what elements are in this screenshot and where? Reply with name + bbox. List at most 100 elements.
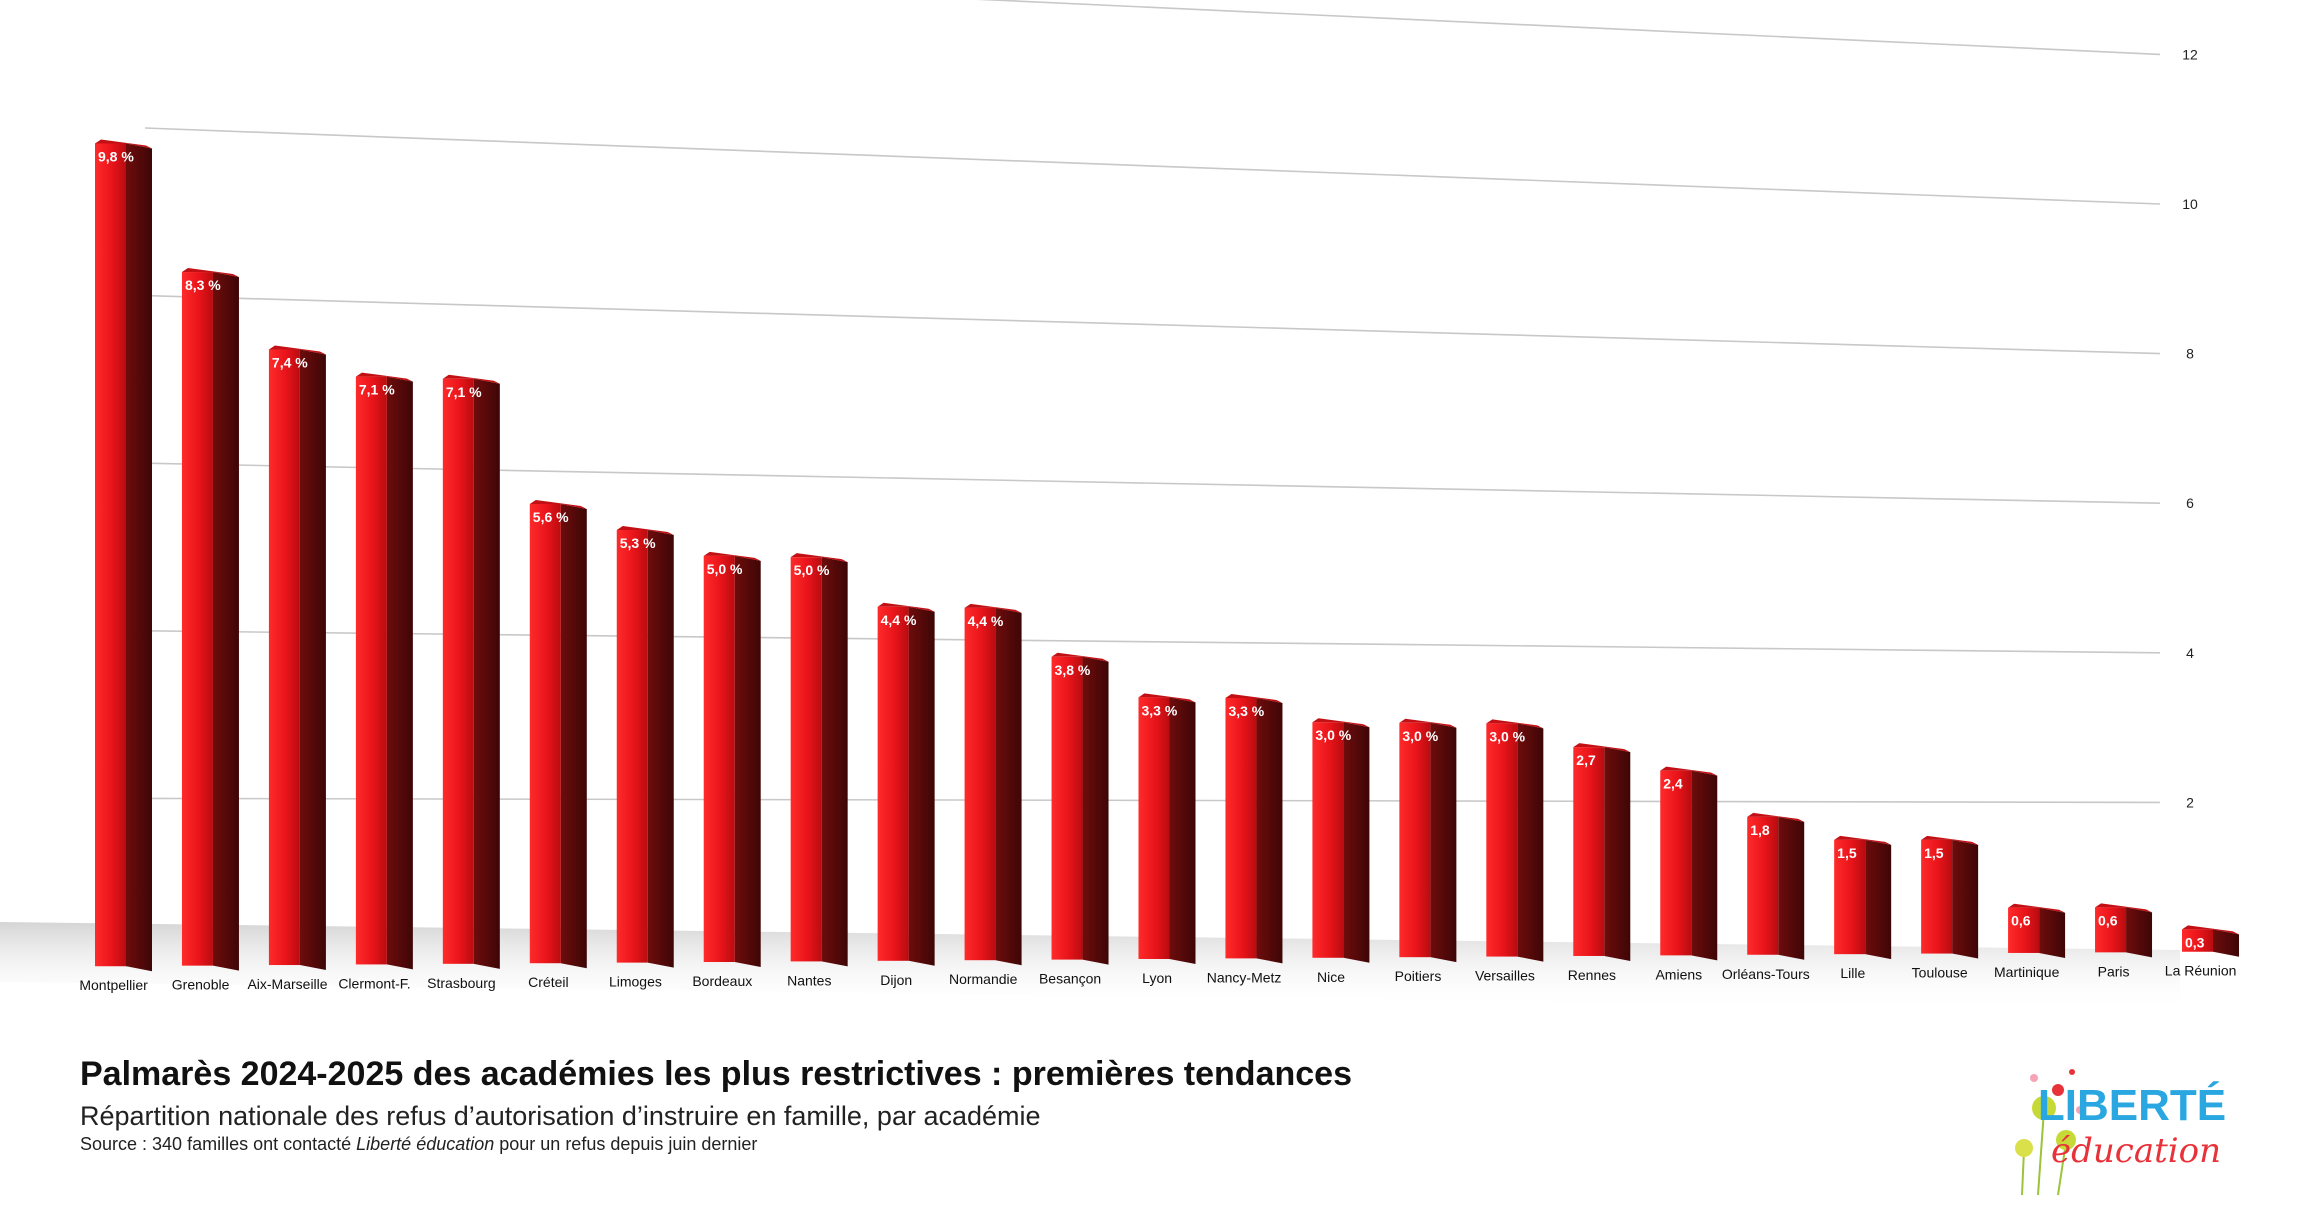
bar: 1,5 — [1834, 835, 1892, 960]
bar-front — [1138, 697, 1170, 959]
bar-side — [212, 272, 239, 971]
bar-side — [1691, 770, 1718, 961]
bar-side — [1169, 697, 1196, 964]
x-tick-label: Paris — [2098, 963, 2130, 979]
bar-side — [995, 607, 1022, 966]
bar: 4,4 % — [877, 602, 935, 966]
bar-top — [355, 372, 413, 382]
bar-top — [1921, 835, 1979, 845]
x-tick-label: Rennes — [1568, 967, 1616, 983]
chart-title: Palmarès 2024-2025 des académies les plu… — [80, 1055, 1352, 1093]
logo-text-liberte: LIBERTÉ — [2038, 1080, 2226, 1130]
liberte-education-logo: LIBERTÉ éducation — [2015, 1069, 2226, 1196]
bar-front — [1834, 839, 1866, 955]
bar: 3,8 % — [1051, 652, 1109, 965]
bar-side — [560, 503, 587, 969]
x-tick-label: Limoges — [609, 974, 662, 990]
data-label: 3,3 % — [1142, 702, 1178, 718]
source-suffix: pour un refus depuis juin dernier — [494, 1134, 758, 1154]
data-label: 2,4 — [1663, 776, 1683, 792]
x-tick-label: La Réunion — [2165, 963, 2237, 979]
bar: 3,0 % — [1312, 718, 1370, 963]
bar-top — [181, 268, 239, 278]
bar-side — [734, 555, 761, 968]
x-tick-label: Orléans-Tours — [1722, 966, 1810, 982]
bar-top — [1225, 693, 1283, 703]
bar-top — [1138, 693, 1196, 703]
bar-front — [2095, 907, 2127, 953]
bar-side — [1430, 722, 1457, 963]
bar-top — [1051, 652, 1109, 662]
data-label: 7,1 % — [359, 382, 395, 398]
gridline — [144, 294, 2161, 355]
y-tick-label: 4 — [2186, 645, 2194, 661]
bar-front — [95, 143, 126, 967]
x-tick-label: Clermont-F. — [338, 975, 410, 991]
bar-top — [1399, 718, 1457, 728]
bar: 4,4 % — [964, 603, 1022, 966]
bar-top — [442, 374, 500, 384]
bar-top — [790, 553, 848, 563]
bar: 9,8 % — [95, 139, 152, 972]
bar-top — [1660, 766, 1718, 776]
bar-top — [268, 345, 326, 355]
data-label: 3,8 % — [1055, 662, 1091, 678]
x-tick-label: Montpellier — [79, 977, 148, 993]
bar-front — [1747, 816, 1779, 955]
bar-side — [1082, 656, 1109, 965]
bar: 2,7 — [1573, 743, 1631, 961]
bar-chart: 2 4 6 8 10 12 9,8 % 8,3 % 7,4 % 7,1 % 7,1 % 5,6 % 5… — [0, 0, 2239, 1010]
bar-front — [355, 376, 387, 965]
x-tick-label: Besançon — [1039, 971, 1101, 987]
bar: 3,3 % — [1138, 693, 1196, 964]
bar-top — [703, 551, 761, 561]
bar: 0,3 — [2182, 925, 2239, 957]
bar-side — [2213, 929, 2239, 957]
bar: 3,0 % — [1399, 718, 1457, 963]
bar: 5,0 % — [703, 551, 761, 968]
gridline — [144, 127, 2161, 205]
bar-front — [1399, 722, 1431, 958]
bar-front — [2182, 929, 2213, 952]
data-label: 0,6 — [2011, 913, 2031, 929]
bar-front — [877, 606, 909, 961]
bar-top — [1486, 719, 1544, 729]
x-tick-label: Nice — [1317, 969, 1345, 985]
chart-subtitle: Répartition nationale des refus d’autori… — [80, 1101, 1041, 1131]
y-tick-label: 6 — [2186, 495, 2194, 511]
bar-top — [95, 139, 152, 149]
bar-top — [2182, 925, 2239, 935]
bar: 8,3 % — [181, 268, 239, 971]
bar: 7,4 % — [268, 345, 326, 971]
bar-top — [1573, 743, 1631, 753]
x-tick-label: Lyon — [1142, 970, 1172, 986]
data-label: 8,3 % — [185, 277, 221, 293]
bar-top — [2008, 903, 2066, 913]
bar-front — [1660, 770, 1692, 956]
x-tick-label: Amiens — [1655, 966, 1702, 982]
data-label: 9,8 % — [98, 148, 134, 164]
bar: 7,1 % — [442, 374, 500, 969]
data-label: 1,5 — [1837, 845, 1857, 861]
x-tick-label: Poitiers — [1395, 968, 1442, 984]
bar-front — [964, 607, 996, 961]
bar: 1,8 — [1747, 812, 1805, 960]
bar-side — [1517, 723, 1544, 962]
bar-side — [2039, 907, 2066, 958]
bar: 2,4 — [1660, 766, 1718, 961]
x-tick-label: Nantes — [787, 972, 831, 988]
bar-side — [1778, 816, 1805, 960]
bar-front — [1225, 697, 1257, 959]
x-tick-label: Strasbourg — [427, 975, 495, 991]
bar: 0,6 — [2095, 903, 2153, 958]
bar-side — [1604, 747, 1631, 961]
data-label: 2,7 — [1576, 752, 1596, 768]
dandelion-icon — [2015, 1069, 2084, 1196]
bar: 3,3 % — [1225, 693, 1283, 964]
bar-side — [821, 557, 848, 967]
data-label: 1,5 — [1924, 845, 1944, 861]
x-tick-label: Normandie — [949, 971, 1018, 987]
bar-side — [1256, 697, 1283, 964]
x-tick-label: Dijon — [880, 972, 912, 988]
x-tick-label: Toulouse — [1912, 965, 1968, 981]
